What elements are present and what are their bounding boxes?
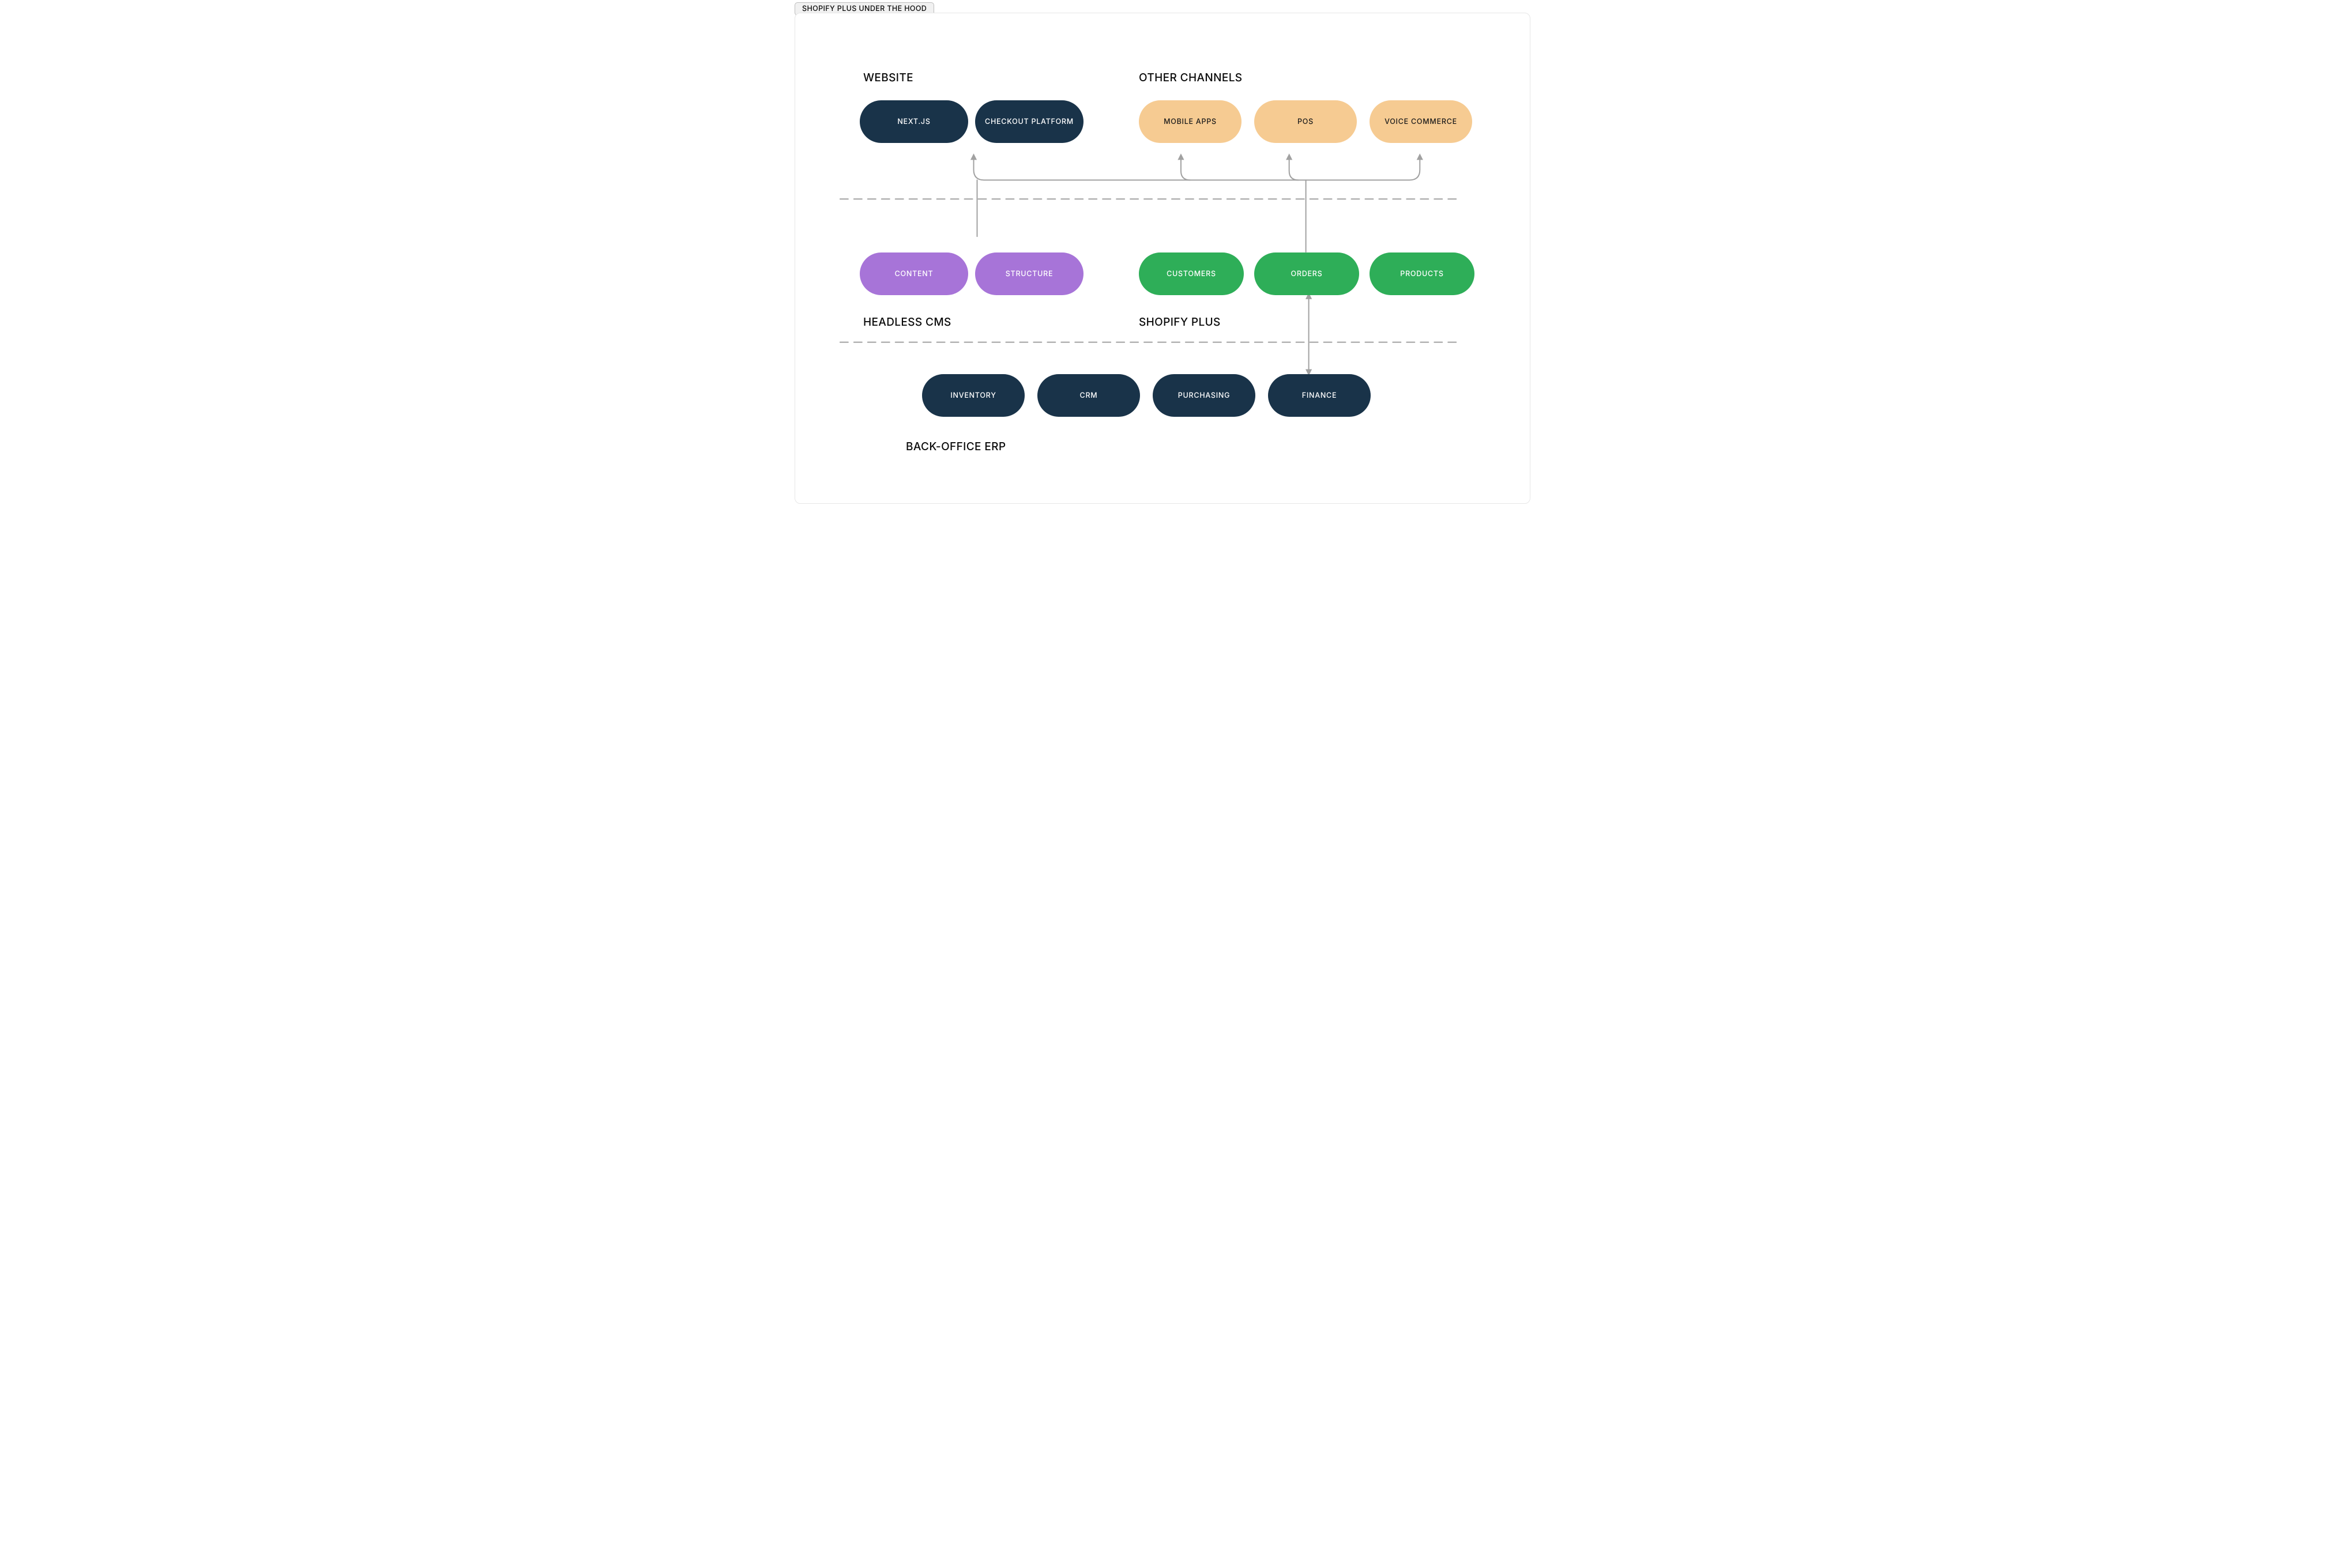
node-checkout-platform: CHECKOUT PLATFORM — [975, 100, 1084, 143]
section-title-website: WEBSITE — [863, 71, 913, 84]
node-content: CONTENT — [860, 252, 968, 295]
node-crm: CRM — [1037, 374, 1140, 417]
section-title-back-office-erp: BACK-OFFICE ERP — [906, 440, 1006, 453]
node-products: PRODUCTS — [1370, 252, 1474, 295]
diagram-canvas: WEBSITE OTHER CHANNELS HEADLESS CMS SHOP… — [795, 13, 1530, 504]
node-finance: FINANCE — [1268, 374, 1371, 417]
section-title-other-channels: OTHER CHANNELS — [1139, 71, 1242, 84]
node-mobile-apps: MOBILE APPS — [1139, 100, 1241, 143]
node-voice-commerce: VOICE COMMERCE — [1370, 100, 1472, 143]
node-orders: ORDERS — [1254, 252, 1359, 295]
node-purchasing: PURCHASING — [1153, 374, 1255, 417]
section-title-headless-cms: HEADLESS CMS — [863, 315, 951, 329]
node-pos: POS — [1254, 100, 1357, 143]
node-structure: STRUCTURE — [975, 252, 1084, 295]
node-inventory: INVENTORY — [922, 374, 1025, 417]
node-customers: CUSTOMERS — [1139, 252, 1244, 295]
section-title-shopify-plus: SHOPIFY PLUS — [1139, 315, 1221, 329]
node-nextjs: NEXT.JS — [860, 100, 968, 143]
